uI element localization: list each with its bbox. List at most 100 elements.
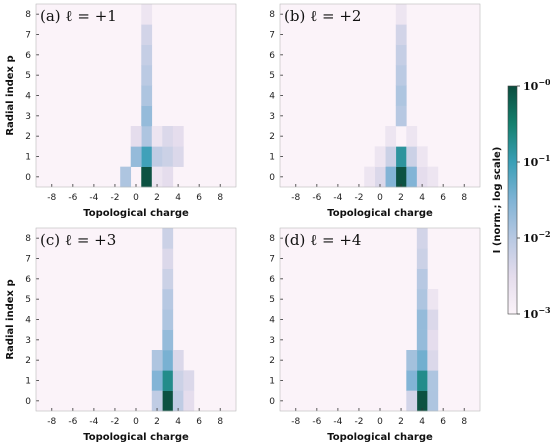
y-tick-label: 4: [25, 316, 31, 326]
x-tick-label: 4: [175, 193, 181, 203]
y-tick-label: 2: [269, 132, 275, 142]
panel-title: (a) ℓ = +1: [40, 7, 117, 25]
heatmap-cell: [151, 390, 163, 412]
y-tick-label: 6: [269, 275, 275, 285]
y-tick-label: 1: [25, 377, 31, 387]
heatmap-cell: [141, 105, 153, 127]
y-tick-label: 7: [25, 31, 31, 41]
heatmap-cell: [416, 329, 428, 351]
heatmap-cell: [172, 146, 184, 167]
heatmap-cell: [406, 370, 418, 391]
heatmap-cell: [162, 146, 174, 167]
heatmap-cell: [374, 146, 386, 167]
heatmap-cell: [162, 126, 174, 147]
heatmap-cell: [151, 126, 163, 147]
heatmap-cell: [172, 390, 184, 412]
x-tick-label: -8: [291, 193, 300, 203]
y-tick-label: 0: [25, 173, 31, 183]
x-tick-label: 4: [175, 417, 181, 427]
x-axis-label: Topological charge: [327, 208, 433, 219]
plot-frame: [35, 3, 237, 188]
heatmap-cell: [151, 146, 163, 167]
colorbar-tick-label: 10−0: [523, 77, 550, 93]
heatmap-cell: [395, 24, 407, 45]
heatmap-cell: [385, 166, 397, 188]
colorbar: 10−0 10−1 10−2 10−3 I (norm.; log scale): [492, 77, 550, 321]
heatmap-cell: [141, 85, 153, 106]
plot-frame: [35, 227, 237, 412]
plot-frame: [279, 227, 481, 412]
heatmap-cell: [427, 329, 439, 351]
heatmap-cell: [141, 166, 153, 188]
heatmap-cell: [385, 126, 397, 147]
heatmap-cell: [162, 350, 174, 371]
x-tick-label: -4: [89, 193, 98, 203]
heatmap-cell: [416, 370, 428, 391]
x-tick-label: -6: [68, 417, 77, 427]
x-tick-label: -6: [68, 193, 77, 203]
heatmap-cell: [427, 166, 439, 188]
heatmap-cell: [374, 166, 386, 188]
heatmap-cell: [141, 24, 153, 45]
x-tick-label: 6: [196, 417, 202, 427]
x-tick-label: 0: [377, 193, 383, 203]
heatmap-cell: [416, 166, 428, 188]
heatmap-cell: [172, 126, 184, 147]
heatmap-panel-4: -8 -6 -4 -2 0 2 4 6 8 0 1 2 3 4 5 6 7 8 (d) ℓ = +4 Topologi…: [269, 227, 481, 443]
heatmap-panel-2: -8 -6 -4 -2 0 2 4 6 8 0 1 2 3 4 5 6 7 8 (b) ℓ = +2 Topologi…: [269, 3, 481, 219]
x-tick-label: 8: [461, 193, 467, 203]
y-tick-label: 4: [269, 92, 275, 102]
heatmap-cell: [141, 126, 153, 147]
heatmap-cell: [416, 309, 428, 330]
heatmap-cell: [416, 248, 428, 269]
x-axis-label: Topological charge: [327, 432, 433, 443]
x-tick-label: -2: [354, 193, 363, 203]
heatmap-cell: [162, 268, 174, 290]
y-tick-label: 5: [269, 295, 275, 305]
y-tick-label: 0: [25, 397, 31, 407]
x-tick-label: -6: [312, 417, 321, 427]
heatmap-cell: [427, 370, 439, 391]
heatmap-cell: [141, 4, 153, 25]
heatmap-cell: [162, 166, 174, 188]
heatmap-cell: [141, 146, 153, 167]
heatmap-cell: [406, 350, 418, 371]
x-tick-label: 4: [419, 417, 425, 427]
plot-background: [280, 228, 480, 411]
colorbar-tick-label: 10−2: [523, 229, 550, 245]
heatmap-cell: [427, 309, 439, 330]
colorbar-tick-label: 10−1: [523, 153, 550, 169]
heatmap-panel-1: -8 -6 -4 -2 0 2 4 6 8 0 1 2 3 4 5 6 7 8 (a) ℓ = +1 Topologi…: [5, 3, 237, 219]
heatmap-cell: [406, 146, 418, 167]
y-tick-label: 3: [25, 336, 31, 346]
heatmap-cell: [151, 166, 163, 188]
heatmap-cell: [416, 228, 428, 249]
heatmap-cell: [395, 44, 407, 66]
y-tick-label: 8: [25, 10, 31, 20]
colorbar-label: I (norm.; log scale): [492, 147, 503, 254]
x-axis-label: Topological charge: [83, 432, 189, 443]
y-tick-label: 0: [269, 173, 275, 183]
y-tick-label: 8: [269, 10, 275, 20]
y-tick-label: 3: [25, 112, 31, 122]
y-tick-label: 5: [25, 295, 31, 305]
x-tick-label: 2: [154, 193, 160, 203]
panel-title: (b) ℓ = +2: [284, 7, 361, 25]
heatmap-cell: [395, 166, 407, 188]
y-tick-label: 2: [25, 132, 31, 142]
heatmap-cell: [162, 390, 174, 412]
panel-title: (d) ℓ = +4: [284, 231, 361, 249]
heatmap-cell: [162, 289, 174, 310]
y-tick-label: 7: [269, 31, 275, 41]
heatmap-cell: [120, 166, 132, 188]
heatmap-cell: [416, 350, 428, 371]
heatmap-cell: [130, 146, 142, 167]
heatmap-cell: [141, 65, 153, 86]
y-axis-label: Radial index p: [5, 279, 16, 359]
y-tick-label: 2: [269, 356, 275, 366]
x-tick-label: -4: [333, 193, 342, 203]
heatmap-cell: [395, 105, 407, 127]
x-tick-label: 8: [217, 193, 223, 203]
heatmap-cell: [172, 370, 184, 391]
